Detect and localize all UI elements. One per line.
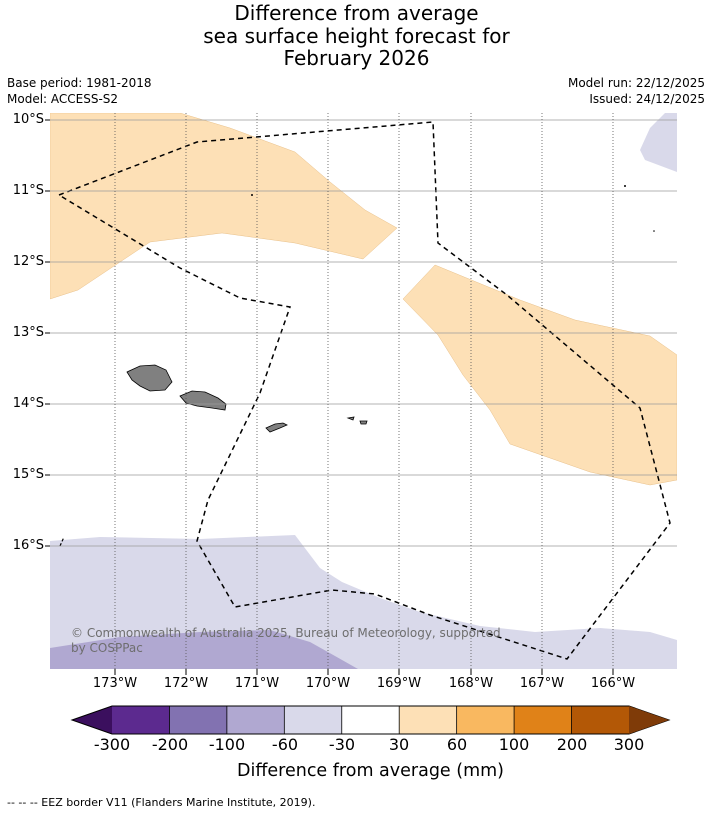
colorbar-tick-label: 60 xyxy=(446,735,468,754)
eez-footnote: -- -- -- EEZ border V11 (Flanders Marine… xyxy=(7,796,316,809)
lat-label: 16°S xyxy=(12,538,44,553)
lat-label: 11°S xyxy=(12,183,44,198)
colorbar-tick-label: -200 xyxy=(151,735,189,754)
issued-date: Issued: 24/12/2025 xyxy=(589,92,705,106)
meta-right: Model run: 22/12/2025 Issued: 24/12/2025 xyxy=(568,75,705,107)
colorbar-extend-low xyxy=(72,706,112,734)
meta-left: Base period: 1981-2018 Model: ACCESS-S2 xyxy=(7,75,152,107)
island-tau xyxy=(359,420,368,425)
anomaly-region-negative-ne xyxy=(640,113,677,172)
lon-label: 172°W xyxy=(163,676,209,691)
lon-label: 170°W xyxy=(305,676,351,691)
colorbar-extend-high xyxy=(629,706,669,734)
colorbar-cell xyxy=(169,706,228,734)
lat-label: 10°S xyxy=(12,112,44,127)
model-run: Model run: 22/12/2025 xyxy=(567,76,705,90)
colorbar-tick-label: 30 xyxy=(388,735,410,754)
base-period: Base period: 1981-2018 xyxy=(7,76,152,90)
lat-label: 13°S xyxy=(12,325,44,340)
colorbar-tick-label: -30 xyxy=(328,735,356,754)
island-upolu xyxy=(179,390,227,411)
colorbar-cell xyxy=(226,706,285,734)
colorbar-tick-label: 100 xyxy=(498,735,530,754)
colorbar-tick-label: 300 xyxy=(613,735,645,754)
lat-label: 12°S xyxy=(12,254,44,269)
colorbar-tick-label: -100 xyxy=(208,735,246,754)
anomaly-region-positive-east xyxy=(402,264,677,486)
islet-marker xyxy=(251,194,253,196)
eez-border xyxy=(58,121,671,660)
colorbar-cell xyxy=(112,706,170,734)
title-line-2: sea surface height forecast for xyxy=(203,23,510,48)
colorbar-cell xyxy=(284,706,343,734)
island-ofu xyxy=(346,416,355,421)
lon-label: 168°W xyxy=(448,676,494,691)
chart-title: Difference from average sea surface heig… xyxy=(0,2,713,70)
anomaly-region-positive-north xyxy=(50,113,398,300)
colorbar-title: Difference from average (mm) xyxy=(236,761,505,781)
colorbar-cell xyxy=(456,706,515,734)
lon-label: 166°W xyxy=(590,676,636,691)
lon-label: 171°W xyxy=(234,676,280,691)
island-savaii xyxy=(126,364,173,392)
colorbar-cell xyxy=(341,706,400,734)
title-line-1: Difference from average xyxy=(234,1,479,25)
colorbar-tick-label: -60 xyxy=(271,735,299,754)
island-tutuila xyxy=(265,422,288,433)
eez-border-fragment xyxy=(59,536,65,547)
colorbar-cell xyxy=(571,706,630,734)
colorbar-tick-label: -300 xyxy=(93,735,131,754)
anomaly-region-negative-south-strong xyxy=(50,630,358,669)
copyright-notice: © Commonwealth of Australia 2025, Bureau… xyxy=(71,626,501,655)
lat-label: 14°S xyxy=(12,396,44,411)
lon-label: 173°W xyxy=(92,676,138,691)
title-line-3: February 2026 xyxy=(283,46,430,70)
lat-label: 15°S xyxy=(12,467,44,482)
islet-marker xyxy=(653,230,655,232)
colorbar-cell xyxy=(399,706,457,734)
model-name: Model: ACCESS-S2 xyxy=(7,92,119,106)
colorbar-tick-label: 200 xyxy=(556,735,588,754)
colorbar-cell xyxy=(514,706,572,734)
lon-label: 169°W xyxy=(376,676,422,691)
lon-label: 167°W xyxy=(519,676,565,691)
islet-marker xyxy=(624,185,626,187)
